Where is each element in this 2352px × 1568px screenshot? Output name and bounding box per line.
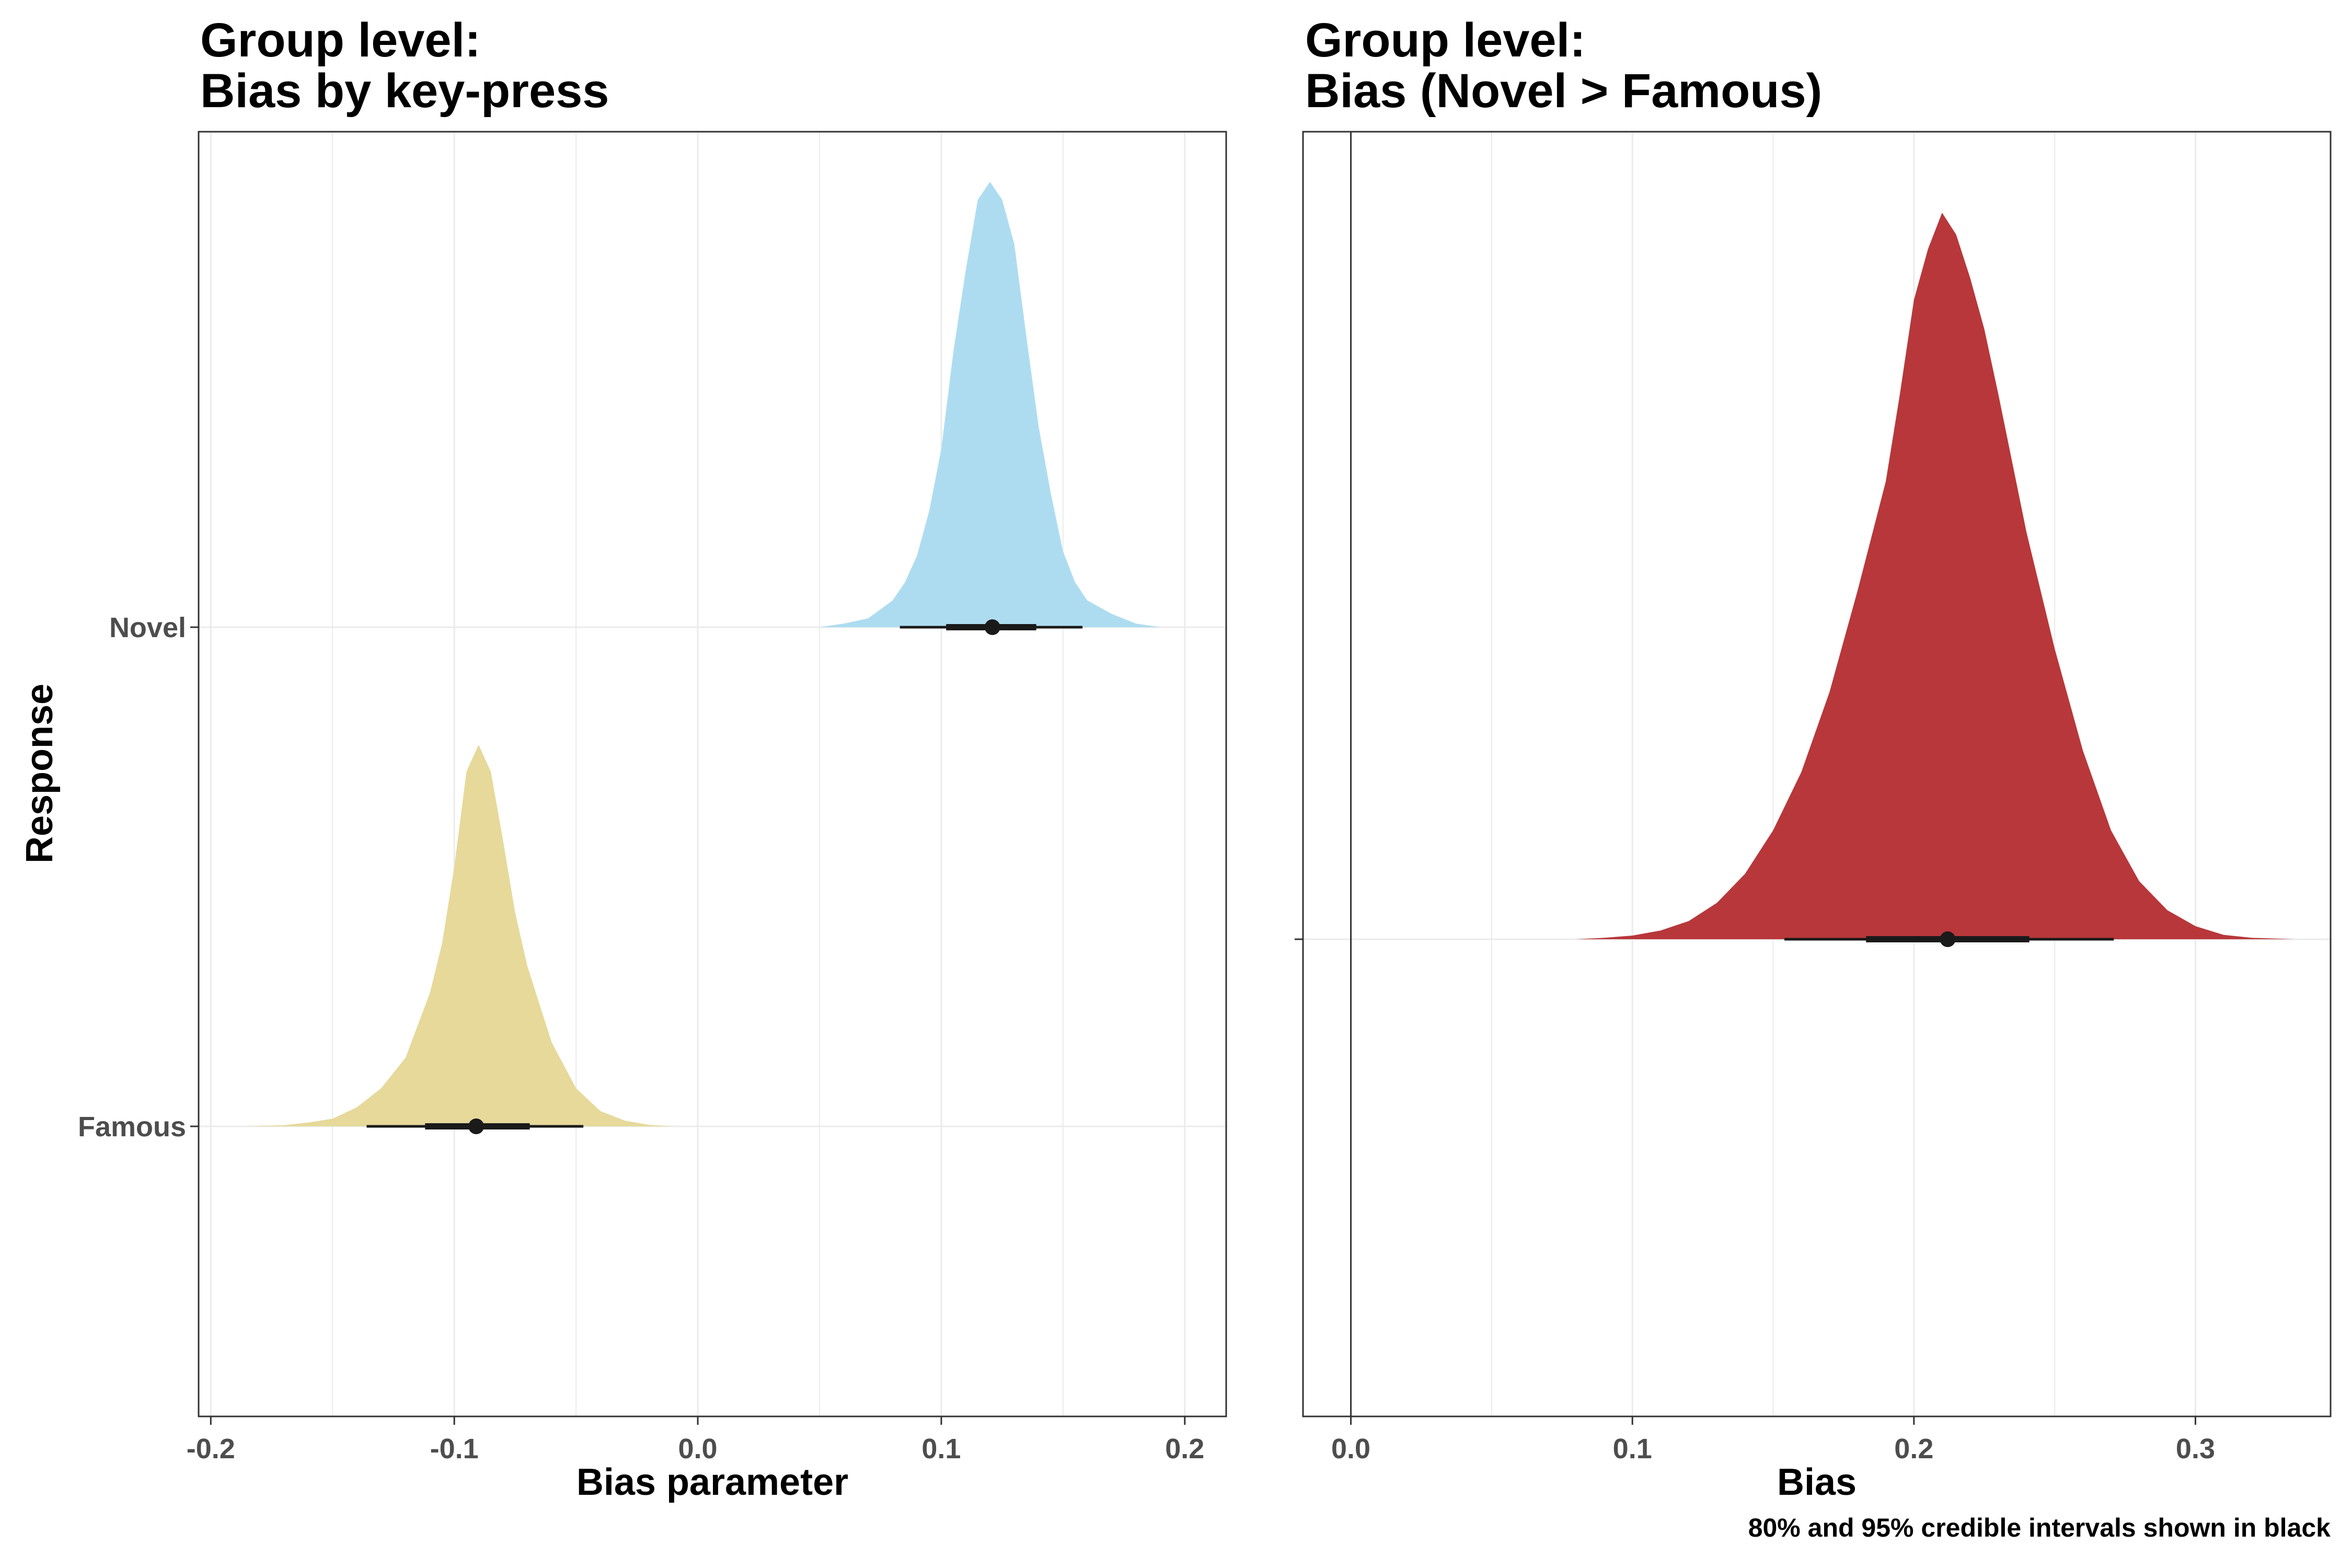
x-tick-label: 0.1 (1613, 1433, 1652, 1465)
x-tick-label: 0.3 (2176, 1433, 2215, 1465)
left-x-axis-title: Bias parameter (577, 1461, 848, 1503)
right-panel: 0.0 0.1 0.2 0.3 (1295, 131, 2332, 1465)
median-point-famous (468, 1119, 485, 1134)
left-axis-ticks: -0.2 -0.1 0.0 0.1 0.2 Famous Novel (78, 612, 1204, 1465)
left-intervals (366, 619, 1083, 1134)
left-panel: -0.2 -0.1 0.0 0.1 0.2 Famous Novel (78, 131, 1227, 1465)
left-density-areas (247, 182, 1161, 1126)
right-density-areas (1350, 132, 2294, 1416)
density-famous (247, 745, 674, 1126)
density-novel (819, 182, 1161, 627)
left-title-line1: Group level: (200, 14, 481, 67)
left-y-axis-title: Response (19, 684, 61, 863)
left-gridlines (199, 132, 1226, 1416)
x-tick-label: 0.2 (1894, 1433, 1933, 1465)
right-intervals (1784, 931, 2114, 947)
x-tick-label: -0.2 (187, 1433, 235, 1465)
y-tick-label-novel: Novel (109, 612, 186, 643)
x-tick-label: -0.1 (430, 1433, 479, 1465)
x-tick-label: 0.0 (1331, 1433, 1370, 1465)
right-x-axis-title: Bias (1777, 1461, 1857, 1503)
x-tick-label: 0.0 (678, 1433, 718, 1465)
right-axis-ticks: 0.0 0.1 0.2 0.3 (1295, 938, 2215, 1465)
density-bias (1576, 213, 2294, 939)
left-panel-border (198, 131, 1227, 1417)
y-tick-label-famous: Famous (78, 1111, 186, 1143)
right-title-line2: Bias (Novel > Famous) (1305, 64, 1822, 118)
median-point-bias (1940, 931, 1956, 947)
right-panel-border (1302, 131, 2332, 1417)
left-title-line2: Bias by key-press (200, 64, 609, 118)
median-point-novel (984, 619, 1000, 635)
right-title-line1: Group level: (1305, 14, 1586, 67)
caption: 80% and 95% credible intervals shown in … (1748, 1513, 2331, 1542)
x-tick-label: 0.2 (1165, 1433, 1204, 1465)
x-tick-label: 0.1 (921, 1433, 961, 1465)
